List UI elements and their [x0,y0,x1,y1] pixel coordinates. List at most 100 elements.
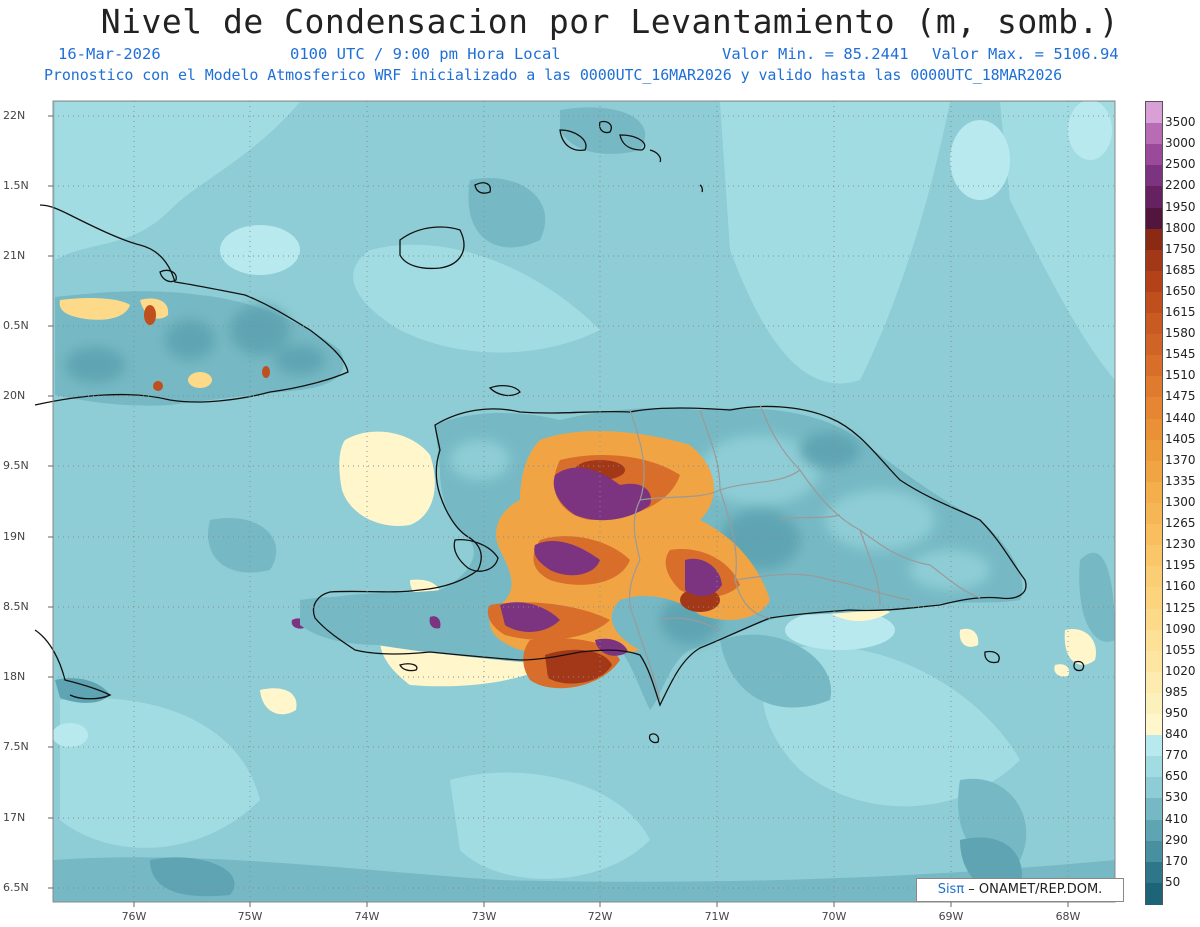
colorbar-segment [1146,313,1162,335]
credit-box: Sisπ – ONAMET/REP.DOM. [916,878,1124,902]
colorbar-label: 2200 [1165,178,1196,193]
lon-label: 73W [471,910,497,923]
colorbar-label: 1055 [1165,642,1196,657]
lon-label: 74W [354,910,380,923]
colorbar-segment [1146,629,1162,652]
min-value: Valor Min. = 85.2441 [722,45,909,63]
lon-label: 75W [237,910,263,923]
colorbar-segment [1146,735,1162,757]
colorbar-segment [1146,524,1162,546]
colorbar-segment [1146,102,1162,124]
colorbar-label: 1650 [1165,283,1196,298]
province-boundaries [629,404,981,701]
colorbar-label: 410 [1165,811,1188,826]
colorbar-label: 1230 [1165,537,1196,552]
colorbar-label: 1685 [1165,262,1196,277]
colorbar-segment [1146,123,1162,145]
graticule [53,101,1115,902]
colorbar-segment [1146,608,1162,631]
colorbar-segment [1146,756,1162,778]
colorbar-label: 840 [1165,727,1188,742]
colorbar-label: 1475 [1165,389,1196,404]
lon-label: 76W [121,910,147,923]
colorbar-segment [1146,291,1162,314]
colorbar-segment [1146,882,1162,905]
colorbar-segment [1146,714,1162,736]
colorbar-label: 3000 [1165,136,1196,151]
lat-label: 9.5N [3,459,29,472]
forecast-date: 16-Mar-2026 [58,45,161,63]
colorbar-label: 530 [1165,790,1188,805]
colorbar-label: 1615 [1165,305,1196,320]
colorbar-label: 170 [1165,853,1188,868]
model-info: Pronostico con el Modelo Atmosferico WRF… [44,66,1063,84]
colorbar-label: 1545 [1165,347,1196,362]
colorbar-segment [1146,481,1162,504]
map-title: Nivel de Condensacion por Levantamiento … [100,2,1120,41]
colorbar [1145,101,1163,905]
colorbar-label: 1020 [1165,663,1196,678]
lat-label: 1.5N [3,179,29,192]
colorbar-segment [1146,861,1162,884]
lcl-field [53,101,1115,902]
colorbar-segment [1146,418,1162,441]
colorbar-label: 950 [1165,706,1188,721]
colorbar-label: 290 [1165,832,1188,847]
map-frame [52,100,1116,903]
colorbar-label: 1370 [1165,452,1196,467]
colorbar-label: 985 [1165,684,1188,699]
brand-logo: Sisπ [937,882,965,897]
colorbar-label: 1510 [1165,368,1196,383]
colorbar-segment [1146,376,1162,399]
colorbar-segment [1146,270,1162,293]
colorbar-label: 1265 [1165,516,1196,531]
colorbar-segment [1146,545,1162,567]
colorbar-segment [1146,439,1162,462]
lat-label: 18N [3,670,26,683]
lat-label: 7.5N [3,740,29,753]
colorbar-segment [1146,777,1162,800]
lat-label: 20N [3,389,26,402]
colorbar-segment [1146,207,1162,230]
lon-label: 72W [587,910,613,923]
colorbar-segment [1146,692,1162,715]
lat-label: 0.5N [3,319,29,332]
lat-label: 6.5N [3,881,29,894]
colorbar-label: 50 [1165,874,1181,889]
colorbar-segment [1146,460,1162,483]
colorbar-segment [1146,650,1162,673]
colorbar-label: 1335 [1165,473,1196,488]
colorbar-label: 1195 [1165,558,1196,573]
lon-label: 71W [704,910,730,923]
colorbar-label: 1800 [1165,220,1196,235]
max-value: Valor Max. = 5106.94 [932,45,1119,63]
lat-label: 22N [3,109,26,122]
colorbar-segment [1146,840,1162,863]
colorbar-segment [1146,671,1162,694]
colorbar-segment [1146,334,1162,356]
colorbar-label: 1440 [1165,410,1196,425]
axis-ticks [48,115,1069,907]
colorbar-label: 3500 [1165,115,1196,130]
colorbar-label: 1580 [1165,326,1196,341]
colorbar-segment [1146,397,1162,420]
credit-text: – ONAMET/REP.DOM. [964,882,1103,897]
colorbar-segment [1146,355,1162,377]
lon-label: 69W [938,910,964,923]
colorbar-segment [1146,798,1162,821]
lon-label: 70W [821,910,847,923]
lat-label: 8.5N [3,600,29,613]
colorbar-segment [1146,503,1162,525]
colorbar-label: 650 [1165,769,1188,784]
colorbar-segment [1146,228,1162,251]
colorbar-segment [1146,587,1162,610]
lon-label: 68W [1055,910,1081,923]
colorbar-segment [1146,566,1162,589]
lat-label: 19N [3,530,26,543]
forecast-time: 0100 UTC / 9:00 pm Hora Local [290,45,561,63]
colorbar-label: 1090 [1165,621,1196,636]
colorbar-segment [1146,249,1162,272]
colorbar-label: 2500 [1165,157,1196,172]
lat-label: 17N [3,811,26,824]
